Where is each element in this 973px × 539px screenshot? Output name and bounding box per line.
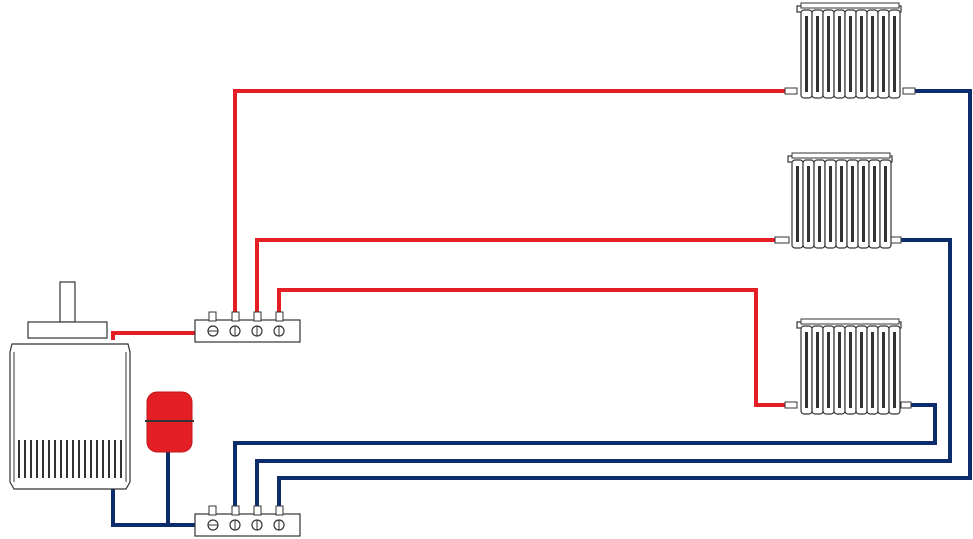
expansion-tank <box>145 391 194 453</box>
radiator-1 <box>795 1 903 100</box>
boiler-vents <box>16 440 122 478</box>
boiler <box>9 281 131 490</box>
supply-pipes <box>111 89 792 407</box>
supply-2 <box>255 238 780 314</box>
return-1 <box>277 89 972 510</box>
radiator-3 <box>795 317 903 416</box>
return-manifold <box>194 505 301 537</box>
boiler-supply <box>111 331 197 340</box>
radiator-valves <box>774 87 916 409</box>
boiler-return <box>111 488 197 527</box>
radiator-2 <box>786 151 894 250</box>
return-3 <box>233 403 937 510</box>
boiler-cap <box>27 321 108 339</box>
supply-3 <box>277 288 792 407</box>
return-2 <box>255 238 952 510</box>
supply-manifold <box>194 311 301 343</box>
supply-1 <box>233 89 790 314</box>
return-pipes <box>111 89 972 527</box>
boiler-flue <box>59 281 76 323</box>
